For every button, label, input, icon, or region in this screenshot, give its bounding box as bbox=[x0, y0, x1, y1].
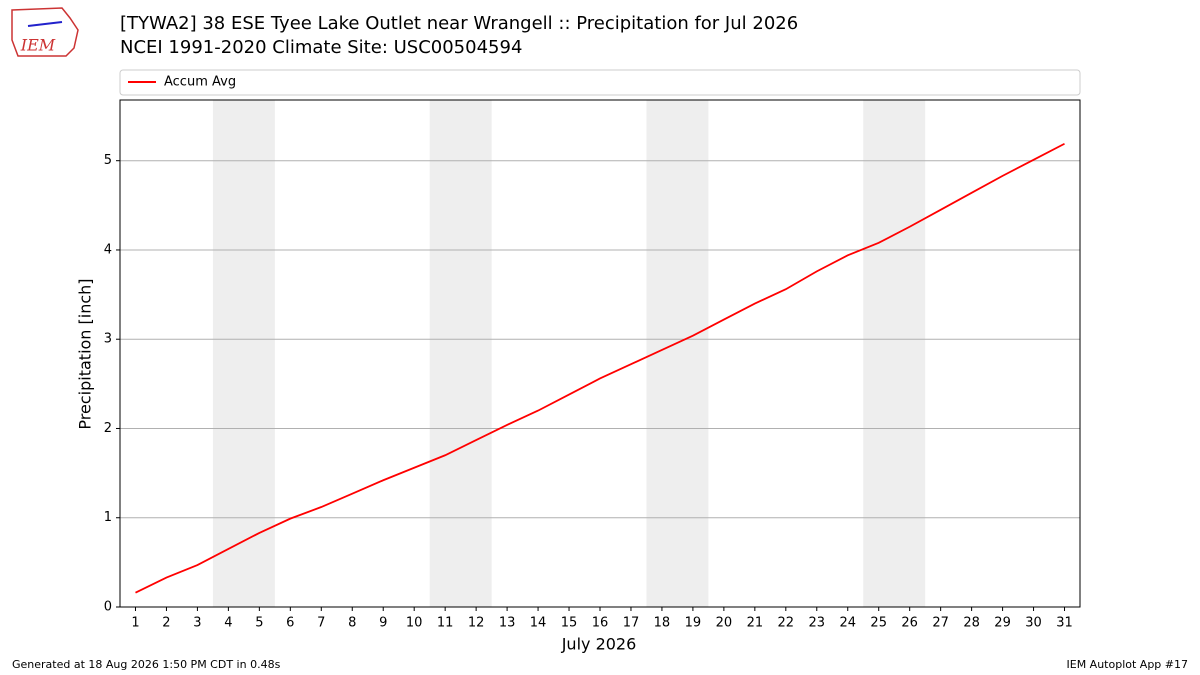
x-tick-label: 2 bbox=[162, 616, 170, 631]
x-tick-label: 1 bbox=[131, 616, 139, 631]
x-tick-label: 20 bbox=[716, 616, 733, 631]
x-tick-label: 25 bbox=[870, 616, 887, 631]
x-tick-label: 11 bbox=[437, 616, 454, 631]
x-tick-label: 8 bbox=[348, 616, 356, 631]
x-tick-label: 28 bbox=[963, 616, 980, 631]
weekend-band bbox=[863, 100, 926, 607]
x-tick-label: 10 bbox=[406, 616, 423, 631]
y-axis-label: Precipitation [inch] bbox=[76, 278, 95, 429]
x-tick-label: 31 bbox=[1056, 616, 1073, 631]
legend-label: Accum Avg bbox=[164, 75, 236, 90]
chart-title: [TYWA2] 38 ESE Tyee Lake Outlet near Wra… bbox=[120, 13, 798, 34]
x-tick-label: 13 bbox=[499, 616, 516, 631]
logo-mark bbox=[27, 21, 63, 27]
weekend-band bbox=[429, 100, 492, 607]
x-tick-label: 23 bbox=[809, 616, 826, 631]
logo-outline bbox=[11, 7, 79, 57]
x-tick-label: 26 bbox=[901, 616, 918, 631]
x-tick-label: 4 bbox=[224, 616, 232, 631]
x-tick-label: 19 bbox=[685, 616, 702, 631]
x-tick-label: 9 bbox=[379, 616, 387, 631]
y-tick-label: 2 bbox=[104, 421, 112, 436]
y-tick-label: 1 bbox=[104, 510, 112, 525]
chart-subtitle: NCEI 1991-2020 Climate Site: USC00504594 bbox=[120, 37, 522, 58]
weekend-band bbox=[646, 100, 709, 607]
logo: IEM bbox=[11, 7, 79, 57]
x-tick-label: 24 bbox=[839, 616, 856, 631]
legend-box bbox=[119, 69, 1081, 96]
x-tick-label: 29 bbox=[994, 616, 1011, 631]
y-tick-label: 5 bbox=[104, 153, 112, 168]
data-line bbox=[135, 142, 1065, 594]
x-tick-label: 12 bbox=[468, 616, 485, 631]
x-tick-label: 7 bbox=[317, 616, 325, 631]
x-axis-label: July 2026 bbox=[561, 635, 637, 654]
y-tick-label: 0 bbox=[104, 600, 112, 615]
x-tick-label: 18 bbox=[654, 616, 671, 631]
x-tick-label: 14 bbox=[530, 616, 547, 631]
x-tick-label: 16 bbox=[592, 616, 609, 631]
x-tick-label: 30 bbox=[1025, 616, 1042, 631]
footer-left: Generated at 18 Aug 2026 1:50 PM CDT in … bbox=[12, 658, 281, 671]
y-tick-label: 4 bbox=[104, 242, 112, 257]
weekend-band bbox=[212, 100, 275, 607]
y-tick-label: 3 bbox=[104, 332, 112, 347]
x-tick-label: 6 bbox=[286, 616, 294, 631]
x-tick-label: 5 bbox=[255, 616, 263, 631]
x-tick-label: 3 bbox=[193, 616, 201, 631]
x-tick-label: 17 bbox=[623, 616, 640, 631]
x-tick-label: 27 bbox=[932, 616, 949, 631]
footer-right: IEM Autoplot App #17 bbox=[1067, 658, 1189, 671]
x-tick-label: 22 bbox=[778, 616, 795, 631]
x-tick-label: 15 bbox=[561, 616, 578, 631]
logo-text: IEM bbox=[20, 36, 56, 55]
plot-frame bbox=[119, 99, 1081, 608]
x-tick-label: 21 bbox=[747, 616, 764, 631]
